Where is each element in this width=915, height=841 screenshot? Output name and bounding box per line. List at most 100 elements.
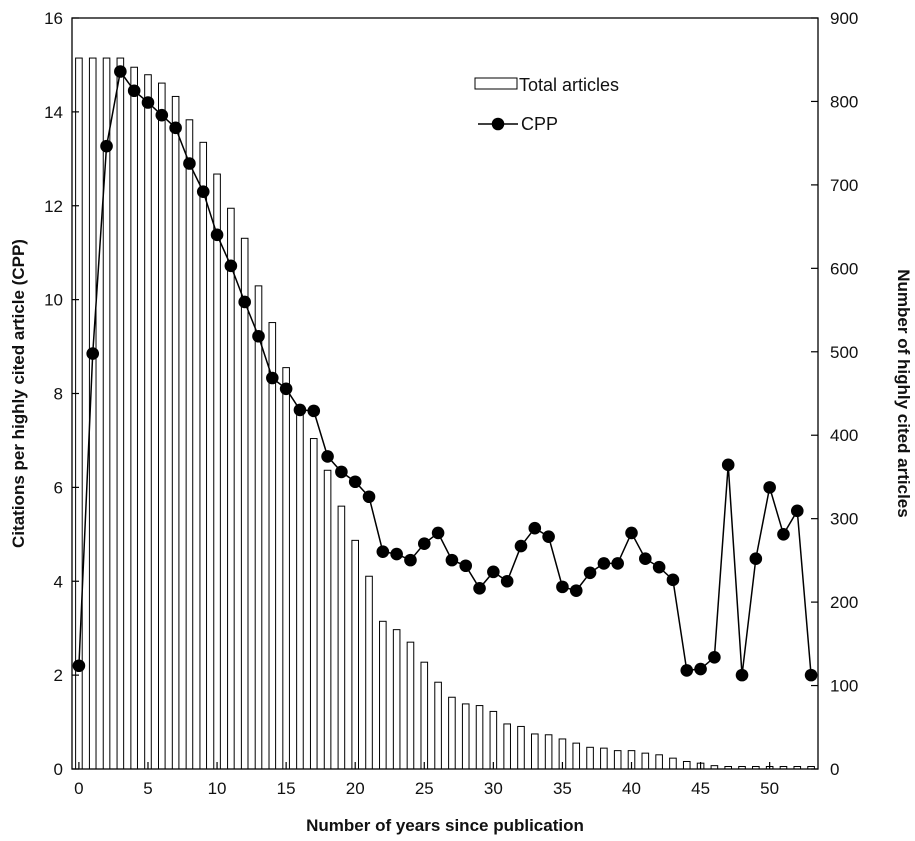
cpp-point: [183, 157, 196, 170]
cpp-point: [556, 580, 569, 594]
bar-total-articles: [475, 705, 484, 770]
cpp-point: [473, 581, 486, 595]
y-right-tick-label: 400: [830, 426, 858, 445]
x-tick-label: 45: [691, 779, 710, 798]
bar-total-articles: [434, 681, 442, 770]
y-right-tick-label: 100: [830, 677, 858, 696]
x-axis-title: Number of years since publication: [306, 816, 584, 835]
cpp-point: [735, 668, 749, 682]
bar-total-articles: [309, 438, 318, 770]
bar-total-articles: [379, 620, 387, 770]
x-tick-label: 15: [277, 779, 296, 798]
y-left-tick-label: 2: [54, 666, 63, 685]
cpp-point: [431, 526, 445, 540]
cpp-point: [114, 65, 127, 78]
y-right-tick-label: 300: [830, 510, 858, 529]
bar-total-articles: [586, 746, 594, 770]
x-tick-label: 50: [760, 779, 779, 798]
cpp-point: [279, 382, 293, 396]
y-right-tick-label: 700: [830, 176, 858, 195]
cpp-point: [376, 545, 390, 558]
cpp-point: [708, 650, 721, 664]
cpp-point: [652, 560, 666, 574]
cpp-point: [252, 329, 265, 343]
bar-total-articles: [420, 661, 429, 770]
cpp-point: [224, 259, 238, 273]
cpp-point: [321, 450, 334, 463]
y-left-tick-label: 8: [54, 385, 63, 404]
y-left-tick-label: 12: [44, 197, 63, 216]
cpp-point: [777, 528, 790, 541]
y-right-tick-label: 800: [830, 92, 858, 111]
bar-total-articles: [517, 725, 525, 770]
bar-total-articles: [448, 696, 456, 770]
y-right-tick-label: 900: [830, 9, 858, 28]
bar-total-articles: [171, 95, 180, 770]
cpp-point: [625, 526, 638, 540]
bar-total-articles: [600, 747, 608, 770]
cpp-point: [749, 552, 763, 566]
bar-total-articles: [337, 505, 346, 770]
bar-total-articles: [365, 575, 373, 770]
cpp-point: [611, 557, 624, 570]
legend-marker-cpp: [491, 117, 505, 131]
cpp-point: [569, 584, 583, 597]
bar-total-articles: [489, 710, 498, 770]
y-right-tick-label: 200: [830, 593, 858, 612]
y-right-tick-label: 600: [830, 259, 858, 278]
cpp-point: [127, 84, 141, 98]
cpp-point: [307, 404, 321, 418]
bar-total-articles: [102, 57, 111, 770]
cpp-point: [680, 664, 694, 677]
cpp-point: [293, 403, 307, 417]
cpp-point: [417, 537, 431, 550]
x-tick-label: 35: [553, 779, 572, 798]
x-tick-label: 25: [415, 779, 434, 798]
cpp-point: [514, 539, 528, 553]
y-left-tick-label: 14: [44, 103, 63, 122]
bar-total-articles: [268, 322, 277, 770]
y-left-tick-label: 6: [54, 478, 63, 497]
cpp-point: [790, 504, 804, 518]
cpp-point: [694, 662, 707, 676]
bar-total-articles: [544, 734, 553, 770]
y-left-tick-label: 4: [54, 572, 63, 591]
bar-total-articles: [682, 760, 691, 770]
y-left-tick-label: 10: [44, 291, 63, 310]
legend-bar-swatch: [474, 77, 518, 90]
bar-total-articles: [572, 742, 581, 770]
line-series-cpp: [72, 65, 818, 682]
y-right-axis-title: Number of highly cited articles: [894, 269, 913, 517]
cpp-point: [362, 490, 376, 504]
cpp-point: [542, 530, 555, 543]
cpp-point: [666, 573, 680, 587]
bar-total-articles: [254, 285, 263, 770]
x-tick-label: 40: [622, 779, 641, 798]
cpp-point: [500, 574, 514, 588]
plot-frame: [71, 17, 819, 770]
cpp-point: [86, 347, 100, 360]
x-tick-label: 5: [143, 779, 152, 798]
bar-total-articles: [199, 141, 208, 770]
cpp-point: [804, 668, 818, 682]
bar-total-articles: [406, 641, 415, 770]
cpp-point: [597, 557, 611, 570]
cpp-point: [155, 108, 169, 122]
cpp-point: [335, 465, 348, 479]
bar-series-total-articles: [75, 57, 815, 770]
cpp-point: [459, 559, 473, 573]
cpp-point: [169, 121, 182, 135]
x-tick-label: 30: [484, 779, 503, 798]
x-tick-label: 20: [346, 779, 365, 798]
cpp-point: [528, 521, 542, 535]
bar-total-articles: [613, 750, 622, 770]
bar-total-articles: [392, 629, 401, 770]
cpp-point: [445, 553, 459, 567]
cpp-point: [348, 475, 362, 489]
y-left-axis-title: Citations per highly cited article (CPP): [9, 239, 28, 548]
cpp-point: [404, 553, 417, 567]
bar-total-articles: [351, 539, 359, 770]
y-left-tick-label: 0: [54, 760, 63, 779]
bar-total-articles: [144, 74, 152, 770]
bar-total-articles: [503, 723, 511, 770]
